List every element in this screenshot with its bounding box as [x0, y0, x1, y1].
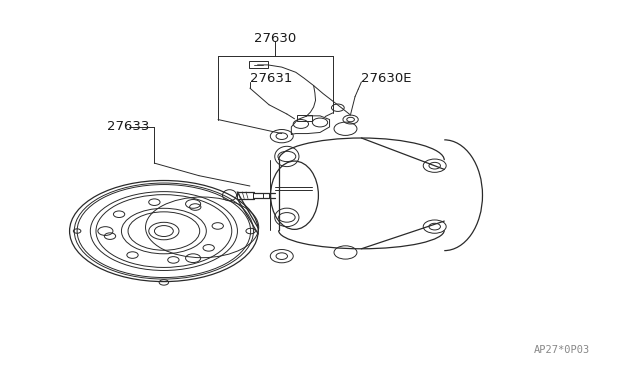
- Text: 27633: 27633: [106, 121, 149, 134]
- Text: AP27*0P03: AP27*0P03: [534, 345, 590, 355]
- Text: 27630: 27630: [254, 32, 296, 45]
- Text: 27631: 27631: [250, 73, 292, 86]
- FancyBboxPatch shape: [249, 61, 268, 68]
- FancyBboxPatch shape: [297, 115, 312, 121]
- Text: 27630E: 27630E: [362, 73, 412, 86]
